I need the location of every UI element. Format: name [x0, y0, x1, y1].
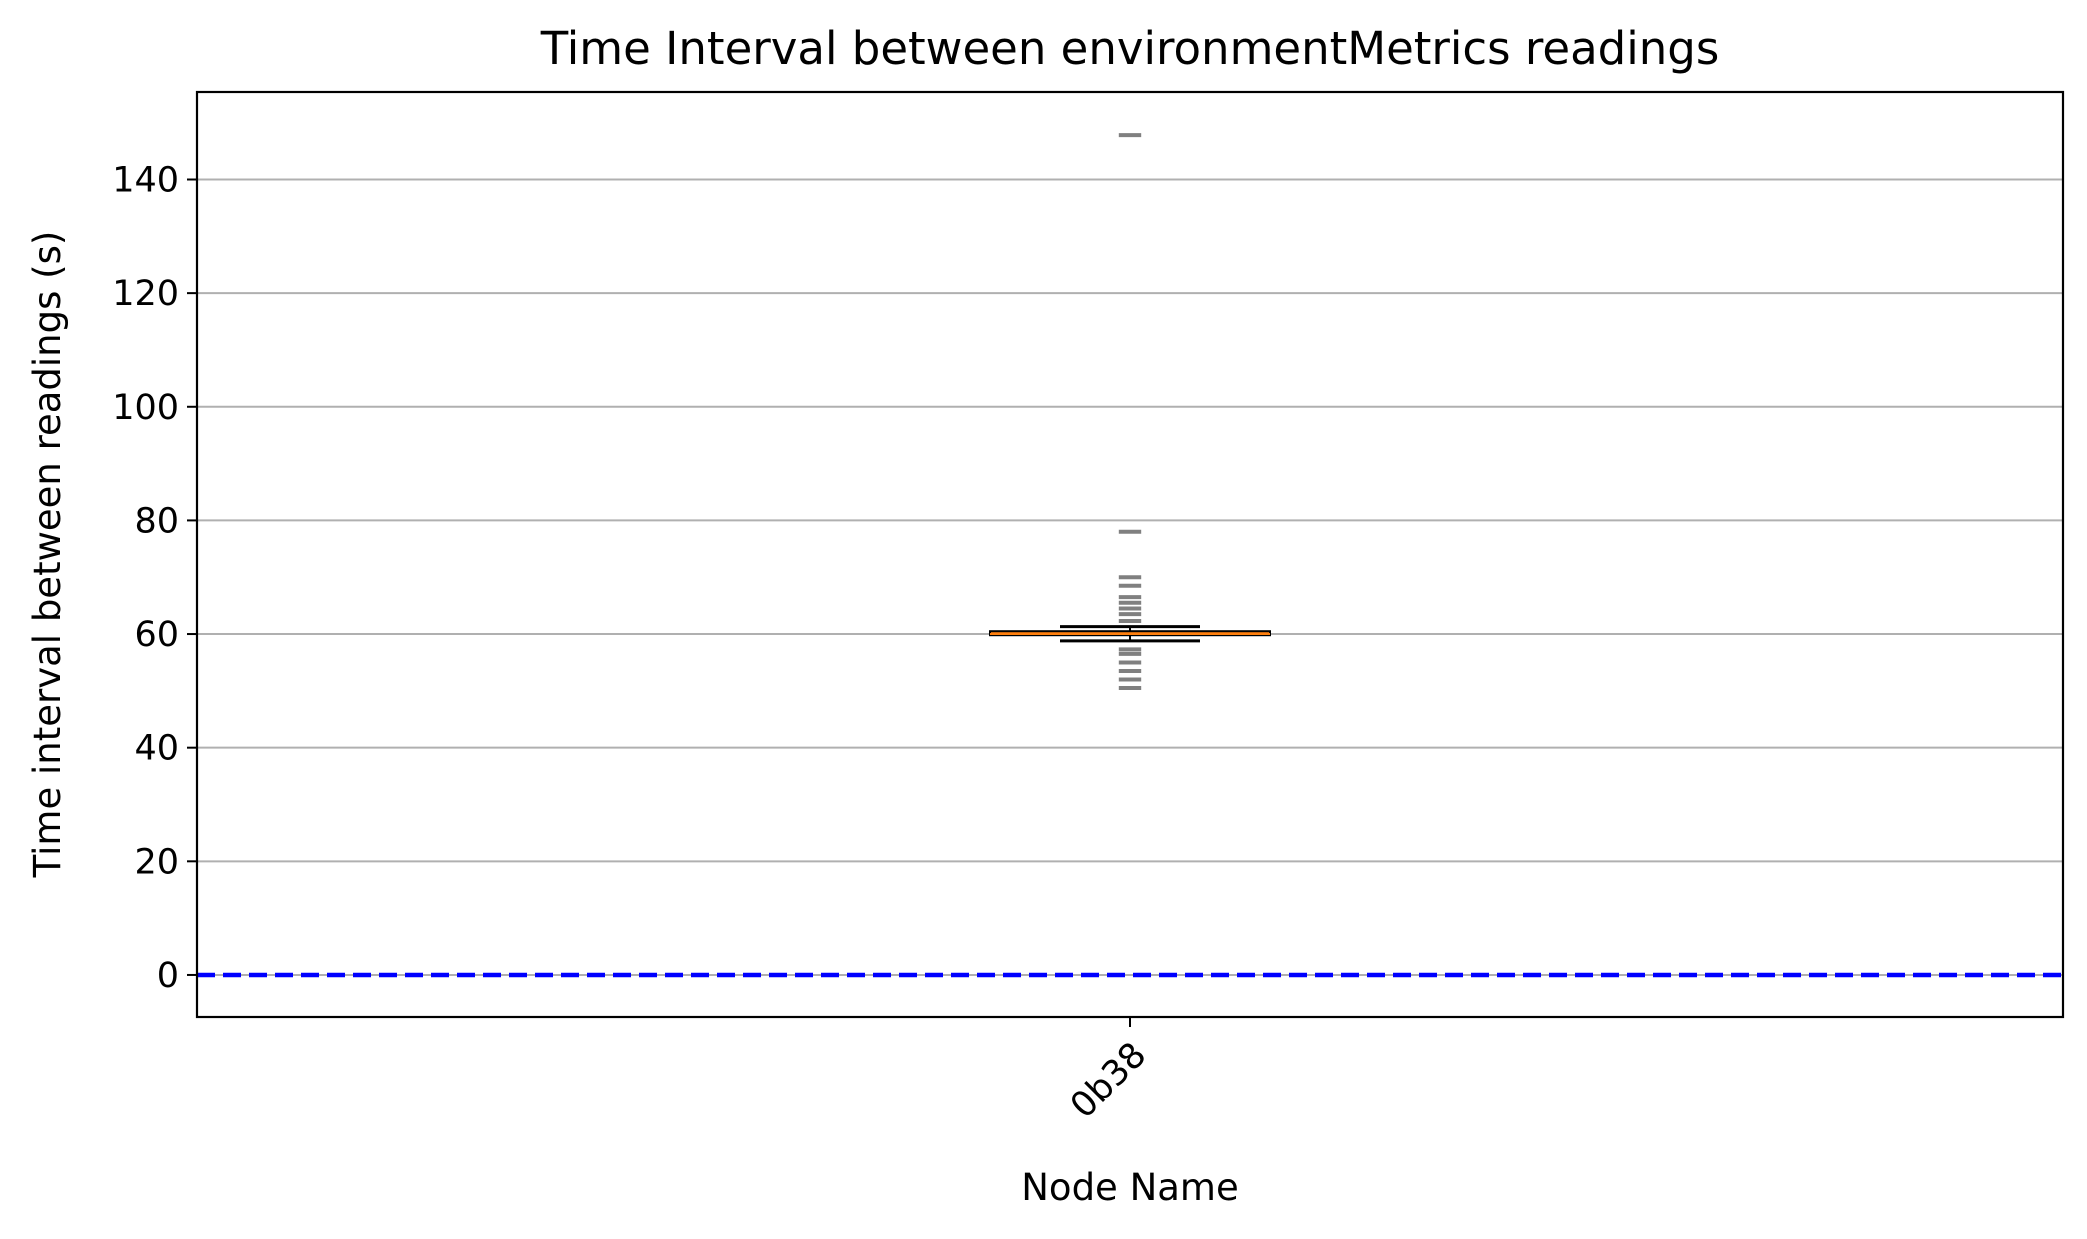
y-grid-lines	[197, 178, 2063, 976]
chart-title: Time Interval between environmentMetrics…	[540, 22, 1720, 75]
y-tick-label: 20	[134, 842, 179, 882]
y-axis-label: Time interval between readings (s)	[26, 231, 69, 879]
y-axis-ticks: 0 20 40 60 80 100 120 140	[112, 161, 197, 996]
y-tick-label: 0	[157, 956, 179, 996]
y-tick-label: 80	[134, 501, 179, 541]
x-axis-label: Node Name	[1021, 1166, 1238, 1209]
y-tick-label: 100	[112, 388, 179, 428]
y-tick-label: 140	[112, 161, 179, 201]
box-plot-marks	[989, 133, 1271, 691]
y-tick-label: 40	[134, 729, 179, 769]
y-tick-label: 60	[134, 615, 179, 655]
y-tick-label: 120	[112, 274, 179, 314]
